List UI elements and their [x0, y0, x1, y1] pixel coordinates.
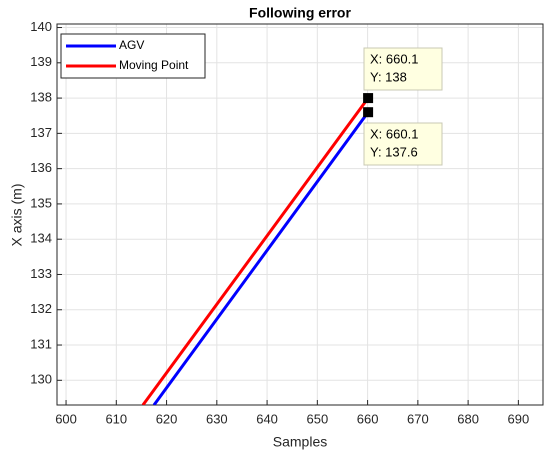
x-tick-label: 680 [457, 411, 479, 426]
y-tick-label: 135 [30, 195, 52, 210]
y-tick-label: 137 [30, 125, 52, 140]
y-tick-label: 132 [30, 301, 52, 316]
x-tick-label: 650 [306, 411, 328, 426]
x-tick-label: 600 [55, 411, 77, 426]
data-tip-y: Y: 137.6 [370, 144, 418, 159]
data-tip-y: Y: 138 [370, 69, 407, 84]
y-tick-label: 138 [30, 90, 52, 105]
x-tick-label: 610 [105, 411, 127, 426]
x-axis-label: Samples [273, 434, 327, 450]
y-tick-label: 140 [30, 19, 52, 34]
legend-label: AGV [119, 38, 144, 52]
y-tick-label: 133 [30, 266, 52, 281]
data-tip-box [363, 47, 443, 91]
data-tip-marker [363, 93, 374, 104]
data-tip-x: X: 660.1 [370, 51, 418, 66]
y-tick-label: 136 [30, 160, 52, 175]
x-tick-label: 660 [357, 411, 379, 426]
x-tick-label: 640 [256, 411, 278, 426]
y-tick-label: 134 [30, 231, 52, 246]
x-tick-label: 630 [206, 411, 228, 426]
data-line [152, 111, 370, 405]
plot-frame [56, 23, 544, 406]
y-tick-label: 139 [30, 54, 52, 69]
x-tick-label: 670 [407, 411, 429, 426]
y-tick-label: 131 [30, 336, 52, 351]
data-line [141, 97, 370, 405]
data-tip-marker [363, 107, 374, 118]
chart-title: Following error [249, 5, 351, 21]
data-tip-box [363, 122, 443, 166]
y-axis-label: X axis (m) [9, 184, 25, 247]
x-tick-label: 690 [508, 411, 530, 426]
y-tick-label: 130 [30, 372, 52, 387]
legend-box [60, 33, 206, 79]
x-tick-label: 620 [156, 411, 178, 426]
data-tip-x: X: 660.1 [370, 126, 418, 141]
legend-label: Moving Point [119, 58, 189, 72]
